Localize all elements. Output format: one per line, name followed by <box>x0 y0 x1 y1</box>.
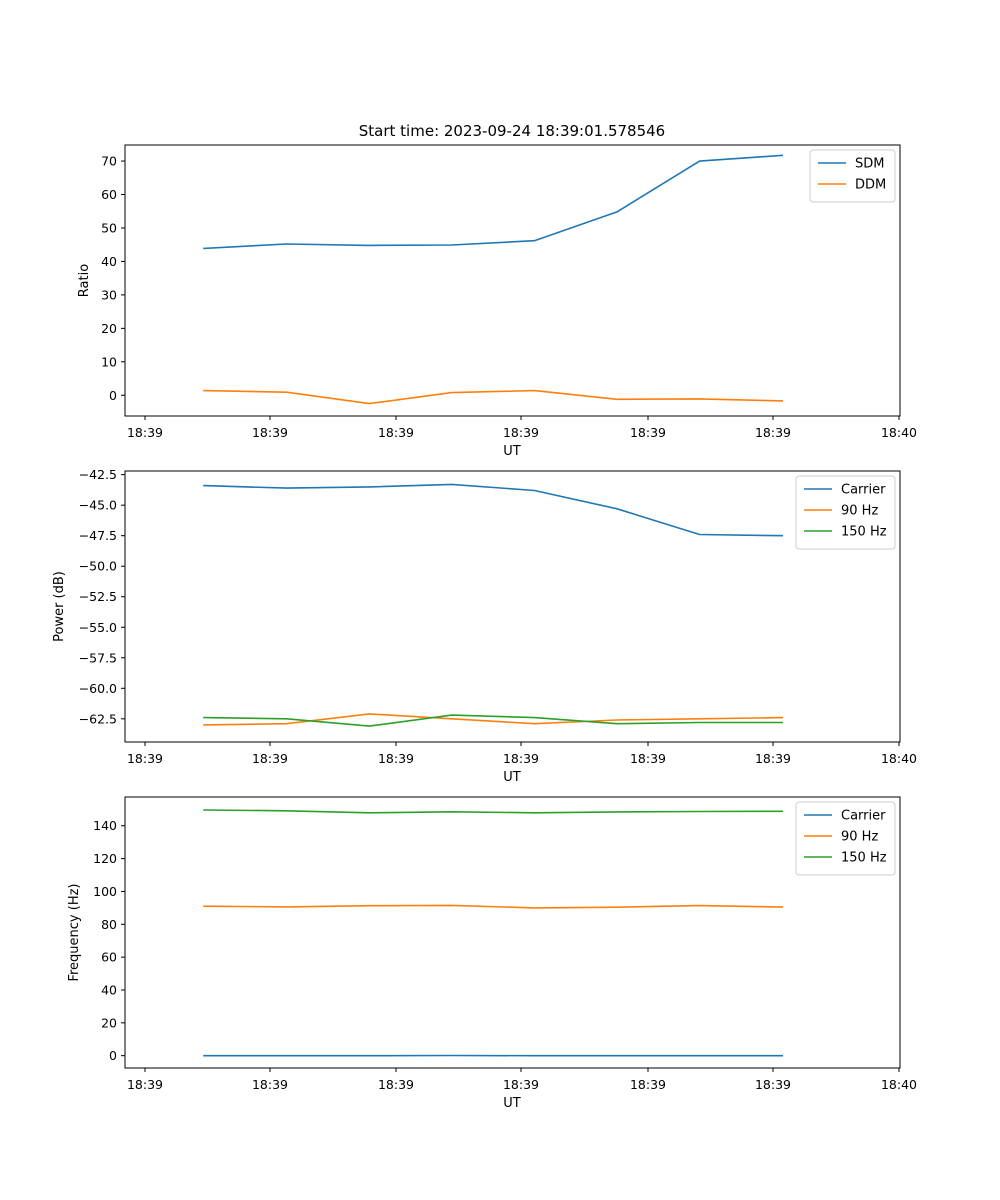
series-line-150-hz <box>203 809 784 814</box>
x-tick-label: 18:39 <box>755 425 791 440</box>
y-tick-label: −62.5 <box>79 711 117 726</box>
y-tick-label: −60.0 <box>79 681 117 696</box>
series-line-sdm <box>203 154 784 250</box>
x-axis-label: UT <box>503 444 521 459</box>
legend-label: 90 Hz <box>841 504 878 519</box>
x-tick-label: 18:39 <box>503 751 539 766</box>
y-tick-label: 40 <box>101 254 117 269</box>
y-tick-label: 100 <box>93 884 117 899</box>
x-tick-label: 18:39 <box>630 425 666 440</box>
figure-title: Start time: 2023-09-24 18:39:01.578546 <box>359 122 665 140</box>
series-line-carrier <box>203 483 784 537</box>
y-tick-label: 60 <box>101 187 117 202</box>
y-tick-label: −47.5 <box>79 528 117 543</box>
y-tick-label: 60 <box>101 950 117 965</box>
x-tick-label: 18:39 <box>378 751 414 766</box>
x-tick-label: 18:39 <box>127 1077 163 1092</box>
y-tick-label: −50.0 <box>79 559 117 574</box>
x-tick-label: 18:40 <box>881 751 917 766</box>
legend-label: 150 Hz <box>841 525 887 540</box>
y-tick-label: −52.5 <box>79 589 117 604</box>
y-tick-label: 80 <box>101 917 117 932</box>
x-tick-label: 18:39 <box>252 751 288 766</box>
x-tick-label: 18:39 <box>127 751 163 766</box>
x-tick-label: 18:39 <box>503 425 539 440</box>
x-tick-label: 18:40 <box>881 1077 917 1092</box>
series-line-90-hz <box>203 904 784 909</box>
x-tick-label: 18:39 <box>503 1077 539 1092</box>
legend-label: SDM <box>855 157 884 172</box>
x-tick-label: 18:40 <box>881 425 917 440</box>
y-tick-label: 20 <box>101 1015 117 1030</box>
y-tick-label: 140 <box>93 818 117 833</box>
y-tick-label: 0 <box>109 1048 117 1063</box>
subplot-1: 0 10 20 30 40 50 60 70 18:39 18:39 18:39 18:39 18:39… <box>77 144 917 459</box>
x-tick-label: 18:39 <box>755 1077 791 1092</box>
axes-frame <box>124 144 901 417</box>
x-axis-label: UT <box>503 1096 521 1111</box>
y-tick-label: −42.5 <box>79 467 117 482</box>
y-tick-label: 70 <box>101 154 117 169</box>
y-axis-label: Power (dB) <box>52 571 67 642</box>
y-tick-label: −55.0 <box>79 620 117 635</box>
y-axis-label: Frequency (Hz) <box>67 883 82 981</box>
y-tick-label: 10 <box>101 354 117 369</box>
y-tick-label: 30 <box>101 287 117 302</box>
y-tick-label: 0 <box>109 388 117 403</box>
series-line-150-hz <box>203 714 784 727</box>
y-tick-label: −57.5 <box>79 650 117 665</box>
legend-label: 90 Hz <box>841 830 878 845</box>
y-tick-label: 50 <box>101 220 117 235</box>
x-tick-label: 18:39 <box>378 1077 414 1092</box>
subplot-3: 0 20 40 60 80 100 120 140 18:39 18:39 18:39 18:39 18… <box>67 796 917 1111</box>
y-axis-label: Ratio <box>77 264 92 297</box>
x-tick-label: 18:39 <box>252 1077 288 1092</box>
x-tick-label: 18:39 <box>755 751 791 766</box>
subplot-2: −42.5 −45.0 −47.5 −50.0 −52.5 −55.0 −57.5 −60.0… <box>52 467 917 785</box>
x-tick-label: 18:39 <box>252 425 288 440</box>
series-line-ddm <box>203 389 784 405</box>
axes-frame <box>124 470 901 743</box>
series-line-90-hz <box>203 713 784 726</box>
y-tick-label: 120 <box>93 851 117 866</box>
y-tick-label: −45.0 <box>79 498 117 513</box>
x-axis-label: UT <box>503 770 521 785</box>
x-tick-label: 18:39 <box>630 1077 666 1092</box>
legend-label: 150 Hz <box>841 851 887 866</box>
x-tick-label: 18:39 <box>378 425 414 440</box>
legend-label: Carrier <box>841 809 886 824</box>
x-tick-label: 18:39 <box>127 425 163 440</box>
y-tick-label: 40 <box>101 982 117 997</box>
legend-label: Carrier <box>841 483 886 498</box>
x-tick-label: 18:39 <box>630 751 666 766</box>
subplot-group: 0 10 20 30 40 50 60 70 18:39 18:39 18:39 18:39 18:39… <box>52 144 917 1111</box>
y-tick-label: 20 <box>101 321 117 336</box>
legend-label: DDM <box>855 178 886 193</box>
axes-frame <box>124 796 901 1069</box>
